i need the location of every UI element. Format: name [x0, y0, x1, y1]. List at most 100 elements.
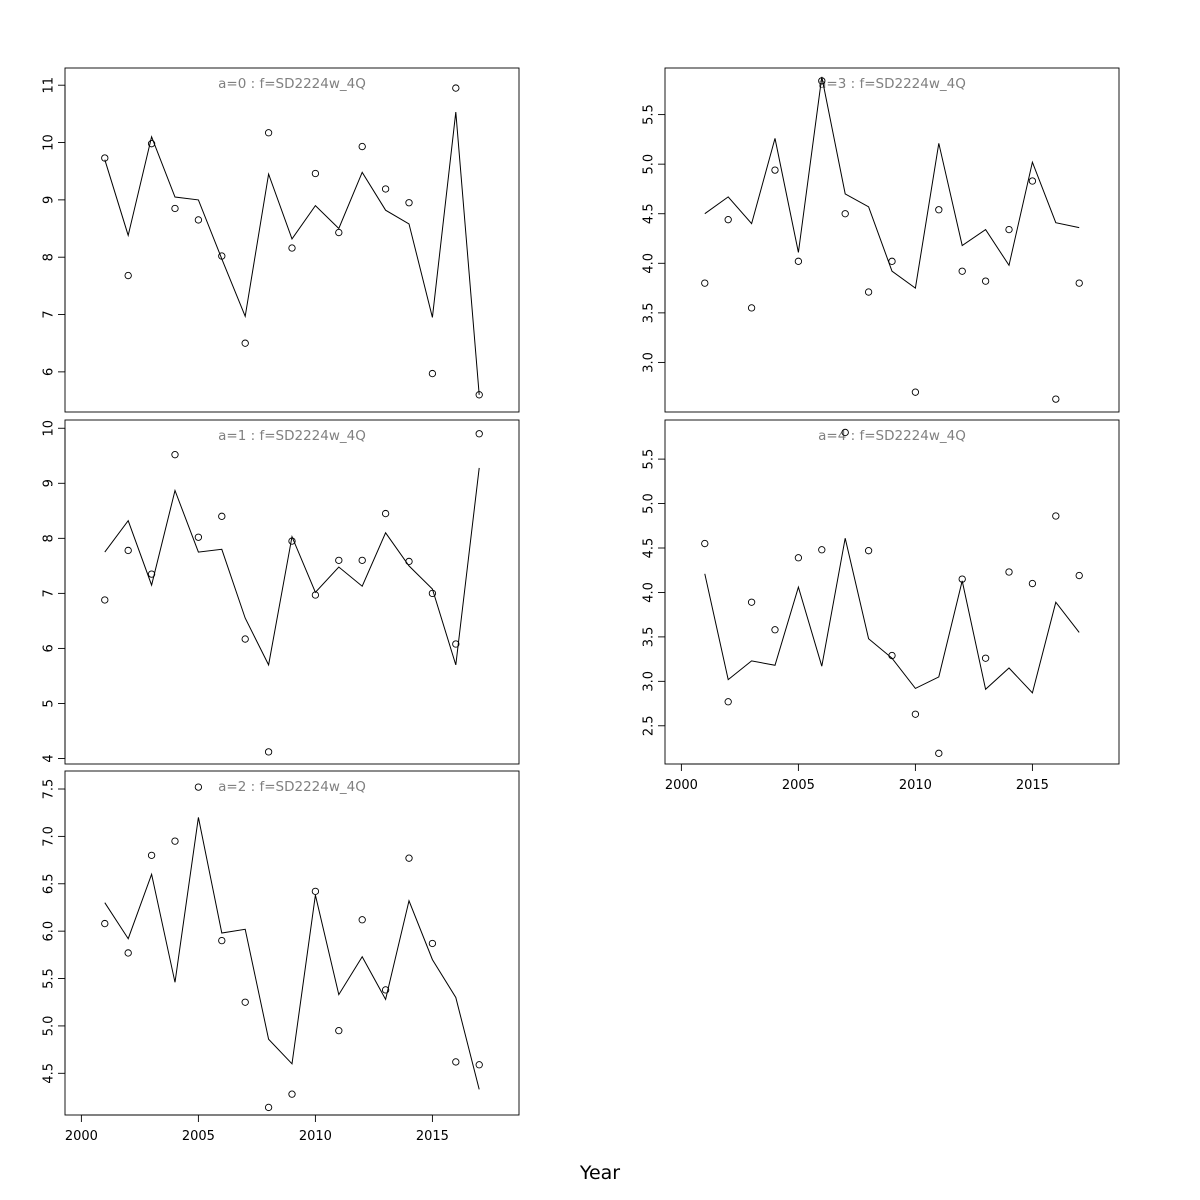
x-tick-label: 2010 [299, 1129, 332, 1144]
fitted-line [104, 467, 480, 667]
observed-point [171, 837, 179, 845]
observed-point [311, 169, 320, 178]
observed-point [1028, 579, 1037, 588]
y-tick-label: 10 [42, 420, 57, 437]
y-tick-label: 9 [42, 196, 57, 204]
observed-point [1075, 571, 1083, 580]
observed-point [241, 635, 249, 643]
observed-point [935, 749, 943, 757]
observed-point [218, 936, 226, 945]
observed-point [747, 304, 756, 312]
plot-frame [64, 67, 520, 413]
y-tick-label: 4.5 [642, 538, 657, 559]
panel-a4: 2.5 3.0 3.5 4.0 4.5 5.0 5.5 2000 2005 2010 2015 a=4… [642, 419, 1120, 793]
observed-point [124, 949, 132, 957]
observed-point [1075, 279, 1083, 287]
panel-a0: 6 7 8 9 10 11 a=0 : f=SD2224w_4Q [42, 67, 520, 413]
observed-point [264, 1103, 273, 1112]
observed-point [194, 533, 203, 541]
x-tick-label: 2000 [665, 778, 698, 793]
y-tick-label: 5.5 [642, 104, 657, 125]
y-tick-label: 4.0 [642, 582, 657, 603]
y-tick-label: 5.0 [642, 154, 657, 175]
x-tick-label: 2005 [182, 1129, 215, 1144]
observed-point [911, 710, 920, 718]
observed-point [101, 919, 109, 928]
plot-frame [664, 419, 1120, 765]
panel-title: a=0 : f=SD2224w_4Q [218, 76, 366, 92]
observed-point [311, 887, 320, 896]
fitted-line [704, 76, 1080, 289]
observed-point [981, 277, 990, 285]
y-tick-label: 5.5 [42, 968, 57, 989]
y-tick-label: 4 [42, 754, 57, 762]
observed-point [841, 428, 849, 437]
panel-title: a=4 : f=SD2224w_4Q [818, 428, 966, 444]
observed-point [241, 339, 249, 347]
y-tick-label: 3.0 [642, 352, 657, 373]
observed-point [381, 185, 390, 193]
observed-point [1052, 395, 1060, 403]
x-tick-label: 2015 [1016, 778, 1049, 793]
observed-point [724, 698, 732, 706]
observed-point [452, 640, 460, 648]
y-tick-label: 7 [42, 589, 57, 597]
y-tick-label: 5.5 [642, 449, 657, 470]
observed-point [864, 288, 873, 296]
y-tick-label: 3.5 [642, 627, 657, 648]
observed-point [124, 546, 132, 555]
y-tick-label: 6 [42, 644, 57, 652]
observed-point [911, 388, 920, 396]
panel-title: a=1 : f=SD2224w_4Q [218, 428, 366, 444]
y-tick-label: 6.0 [42, 921, 57, 942]
y-tick-label: 9 [42, 479, 57, 487]
x-tick-label: 2015 [416, 1129, 449, 1144]
observed-point [724, 216, 732, 224]
observed-point [958, 267, 966, 275]
panel-a2: 4.5 5.0 5.5 6.0 6.5 7.0 7.5 2000 2005 2010 2015 a=2… [42, 770, 520, 1144]
observed-point [701, 279, 709, 287]
observed-point [935, 206, 943, 214]
observed-point [358, 556, 366, 565]
plot-frame [64, 419, 520, 765]
observed-point [194, 216, 203, 224]
observed-point [452, 1058, 460, 1066]
y-tick-label: 11 [42, 77, 57, 94]
observed-point [1005, 568, 1013, 576]
panels-group: 6 7 8 9 10 11 a=0 : f=SD2224w_4Q 4 5 6 7 8 9 10 a=1 : … [42, 67, 1120, 1144]
observed-point [241, 998, 249, 1006]
observed-point [888, 257, 896, 265]
observed-point [405, 854, 413, 862]
observed-point [124, 271, 132, 280]
y-tick-label: 4.5 [42, 1063, 57, 1084]
observed-point [288, 1090, 296, 1098]
observed-point [264, 748, 273, 756]
y-tick-label: 2.5 [642, 715, 657, 736]
y-tick-label: 6.5 [42, 873, 57, 894]
observed-point [218, 512, 226, 520]
observed-point [428, 939, 437, 948]
observed-point [981, 654, 990, 662]
observed-point [1028, 177, 1037, 185]
observed-point [381, 509, 390, 518]
fitted-line [104, 817, 480, 1090]
observed-point [335, 556, 343, 565]
y-tick-label: 5.0 [42, 1016, 57, 1037]
observed-point [405, 557, 413, 566]
observed-point [358, 916, 366, 924]
common-x-axis-label: Year [579, 1162, 620, 1184]
observed-point [147, 851, 156, 859]
panel-a1: 4 5 6 7 8 9 10 a=1 : f=SD2224w_4Q [42, 419, 520, 765]
observed-point [194, 783, 203, 791]
y-tick-label: 3.0 [642, 671, 657, 692]
y-tick-label: 4.5 [642, 203, 657, 224]
observed-point [794, 554, 803, 562]
y-tick-label: 7.5 [42, 779, 57, 800]
x-tick-label: 2010 [899, 778, 932, 793]
y-tick-label: 7.0 [42, 826, 57, 847]
observed-point [841, 210, 849, 218]
panel-title: a=2 : f=SD2224w_4Q [218, 779, 366, 795]
observed-point [288, 244, 296, 252]
observed-point [452, 84, 460, 92]
